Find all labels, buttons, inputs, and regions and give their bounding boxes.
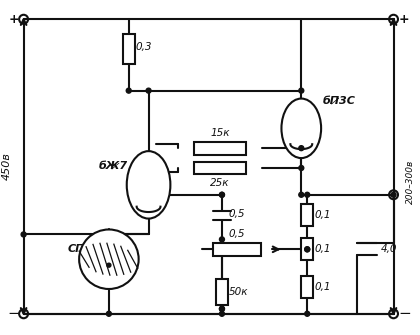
Text: −: − xyxy=(7,306,20,321)
Circle shape xyxy=(106,311,111,316)
Text: +: + xyxy=(399,13,410,26)
Circle shape xyxy=(220,192,224,197)
Bar xyxy=(301,276,313,298)
Circle shape xyxy=(305,311,310,316)
Bar xyxy=(194,161,246,175)
Circle shape xyxy=(220,306,224,311)
Circle shape xyxy=(305,192,310,197)
Text: 0,5: 0,5 xyxy=(228,229,245,240)
Circle shape xyxy=(299,192,304,197)
Text: 25к: 25к xyxy=(210,178,230,188)
Text: 50к: 50к xyxy=(229,287,248,297)
Text: −: − xyxy=(398,306,411,321)
Text: 4,0: 4,0 xyxy=(381,244,397,254)
Circle shape xyxy=(126,88,131,93)
Bar xyxy=(301,204,313,225)
Text: 0,5: 0,5 xyxy=(229,209,245,219)
Circle shape xyxy=(305,247,310,252)
Bar xyxy=(213,243,261,256)
Ellipse shape xyxy=(281,98,321,158)
Text: 0,1: 0,1 xyxy=(314,210,331,220)
Bar xyxy=(123,34,135,64)
Circle shape xyxy=(305,247,310,252)
Circle shape xyxy=(220,237,224,242)
Circle shape xyxy=(299,165,304,171)
Text: +: + xyxy=(8,13,19,26)
Text: СГ-4С: СГ-4С xyxy=(67,244,103,254)
Circle shape xyxy=(79,229,139,289)
Text: бП̷3С: бП̷3С xyxy=(323,95,356,106)
Circle shape xyxy=(391,192,396,197)
Circle shape xyxy=(220,311,224,316)
Bar xyxy=(216,279,228,305)
Text: бЖ̷7: бЖ̷7 xyxy=(99,160,128,170)
Text: 15к: 15к xyxy=(210,128,230,138)
Text: 0,3: 0,3 xyxy=(136,42,152,52)
Bar xyxy=(194,142,246,155)
Ellipse shape xyxy=(127,151,171,218)
Circle shape xyxy=(146,88,151,93)
Circle shape xyxy=(21,232,26,237)
Circle shape xyxy=(107,263,111,267)
Bar xyxy=(301,239,313,260)
Circle shape xyxy=(299,88,304,93)
Text: 0,1: 0,1 xyxy=(314,282,331,292)
Text: 0,1: 0,1 xyxy=(314,244,331,254)
Circle shape xyxy=(220,306,224,311)
Circle shape xyxy=(220,192,224,197)
Text: 450в: 450в xyxy=(2,152,12,181)
Text: 200–300в: 200–300в xyxy=(406,159,415,203)
Circle shape xyxy=(299,146,304,151)
